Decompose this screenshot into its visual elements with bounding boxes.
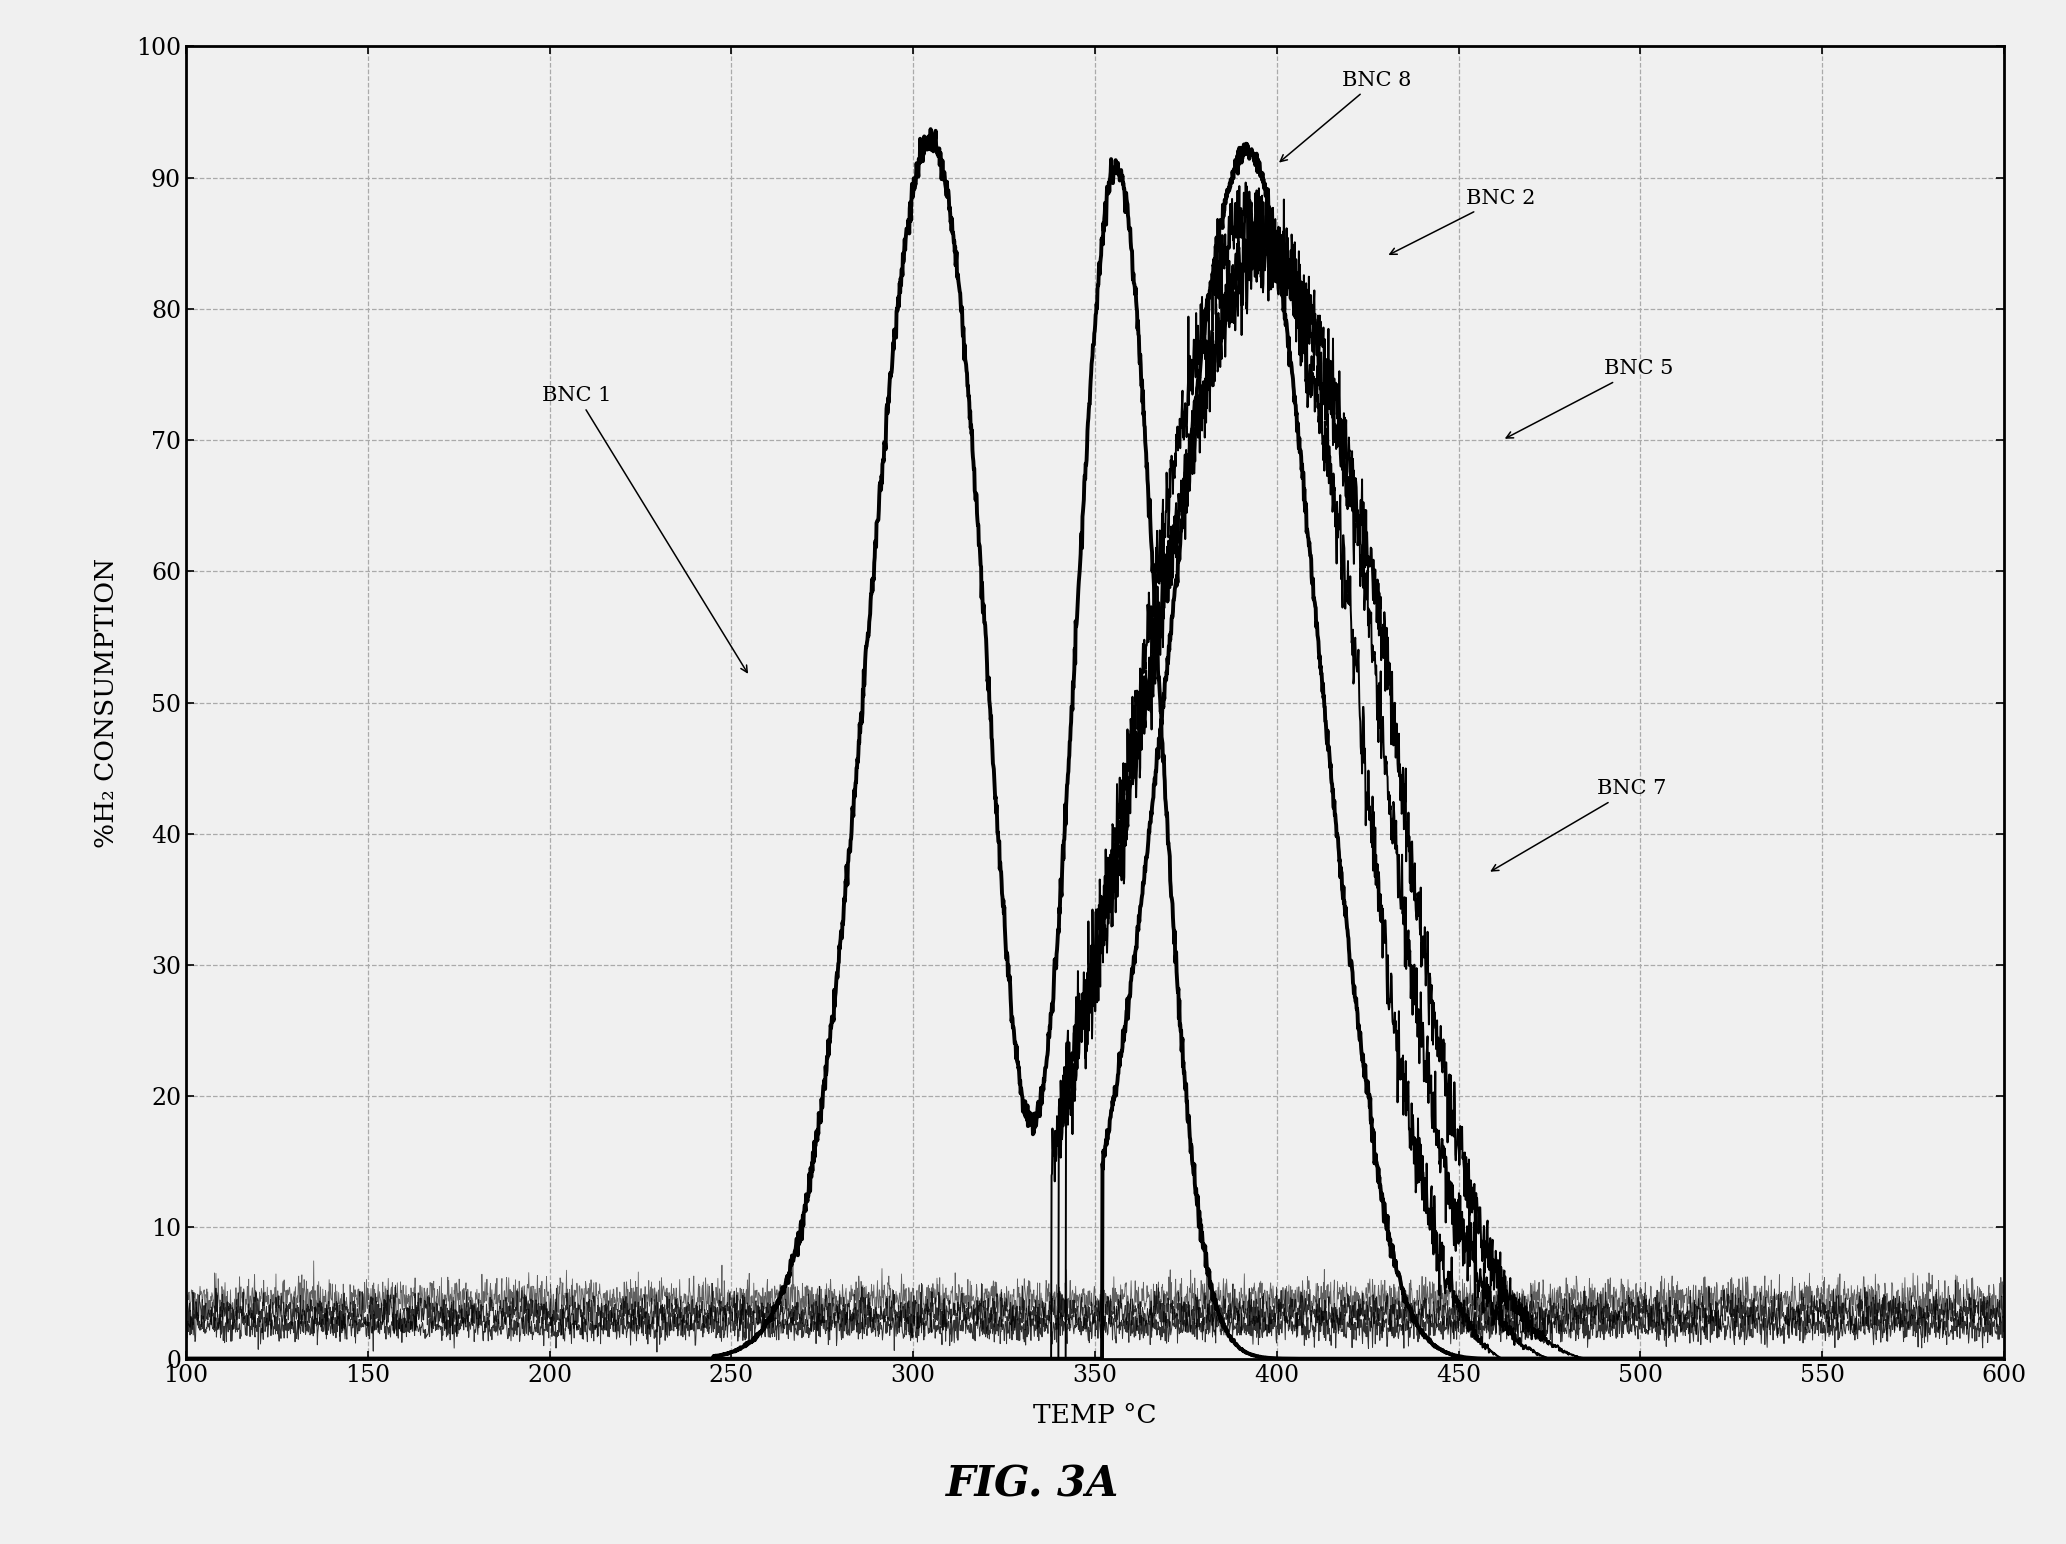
Text: BNC 2: BNC 2 xyxy=(1390,188,1535,255)
Text: BNC 1: BNC 1 xyxy=(541,386,748,673)
X-axis label: TEMP °C: TEMP °C xyxy=(1033,1403,1157,1428)
Text: BNC 8: BNC 8 xyxy=(1281,71,1411,162)
Text: BNC 5: BNC 5 xyxy=(1506,360,1673,438)
Text: BNC 7: BNC 7 xyxy=(1492,780,1665,871)
Y-axis label: %H₂ CONSUMPTION: %H₂ CONSUMPTION xyxy=(95,557,120,848)
Text: FIG. 3A: FIG. 3A xyxy=(946,1464,1120,1505)
